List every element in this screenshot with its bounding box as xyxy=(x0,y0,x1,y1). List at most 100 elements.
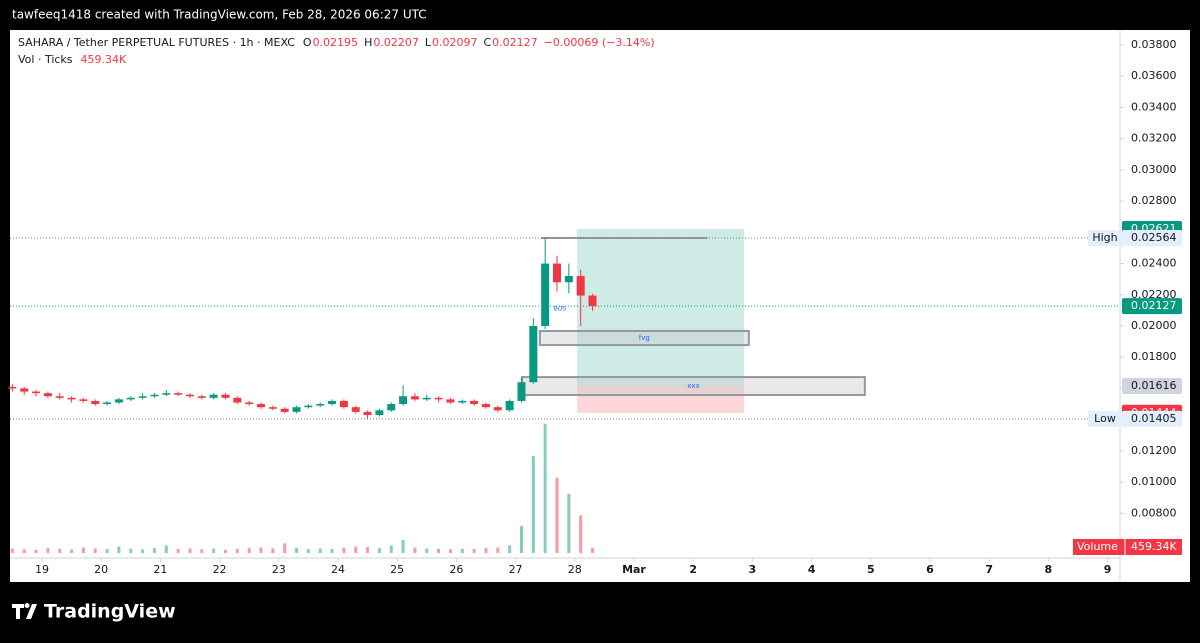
candle-body xyxy=(541,263,550,327)
y-tick-label: 0.03200 xyxy=(1131,132,1177,145)
price-tag xyxy=(1122,229,1182,246)
candle-body xyxy=(481,404,490,408)
volume-legend-label: Vol · Ticks xyxy=(18,53,73,66)
brand-logo: TradingView xyxy=(12,601,176,623)
x-tick-label: Mar xyxy=(622,563,646,576)
price-tag xyxy=(1122,298,1182,315)
candle-body xyxy=(375,410,384,415)
candle-body xyxy=(91,400,100,405)
x-tick-label: 27 xyxy=(509,563,523,576)
candle-body xyxy=(20,388,29,392)
candle-body xyxy=(245,402,254,405)
volume-bar xyxy=(519,526,523,553)
candle-body xyxy=(588,295,597,307)
candle-body xyxy=(43,393,52,397)
y-tick-label: 0.02200 xyxy=(1131,288,1177,301)
x-tick-label: 5 xyxy=(867,563,875,576)
candle-body xyxy=(257,404,266,408)
price-tag-value: 0.01616 xyxy=(1131,379,1177,392)
candle-body xyxy=(138,396,147,398)
candle-body xyxy=(174,393,183,395)
y-tick-label: 0.02400 xyxy=(1131,257,1177,270)
volume-bar xyxy=(212,548,216,553)
volume-tag-label: Volume xyxy=(1077,540,1118,553)
volume-bar xyxy=(330,548,334,553)
volume-bar xyxy=(34,549,38,553)
volume-bar xyxy=(318,548,322,553)
price-tag-value: 0.02564 xyxy=(1131,231,1177,244)
candle-body xyxy=(458,400,467,403)
position-target-zone xyxy=(577,229,745,386)
volume-bar xyxy=(188,548,192,553)
candle-body xyxy=(517,382,526,401)
candle-body xyxy=(351,407,360,412)
candle-body xyxy=(553,263,562,283)
candle-body xyxy=(328,400,337,405)
price-tag-name: High xyxy=(1092,231,1117,244)
candle-body xyxy=(268,407,277,409)
volume-tag-bg xyxy=(1073,539,1182,555)
price-tag xyxy=(1122,410,1182,427)
y-tick-label: 0.01200 xyxy=(1131,444,1177,457)
ohlc-value: 0.02195 xyxy=(313,36,359,49)
y-tick-label: 0.02800 xyxy=(1131,194,1177,207)
candle-body xyxy=(529,326,538,383)
candle-body xyxy=(410,396,419,400)
logo-icon xyxy=(12,603,37,619)
volume-bar xyxy=(283,543,287,553)
candle-body xyxy=(493,407,502,411)
zone-box xyxy=(538,330,750,347)
volume-bar xyxy=(448,549,452,553)
volume-bar xyxy=(200,549,204,553)
x-tick-label: 26 xyxy=(449,563,463,576)
volume-bar xyxy=(105,549,109,553)
volume-bar xyxy=(531,456,535,553)
candle-body xyxy=(446,399,455,403)
price-tag xyxy=(1122,377,1182,394)
volume-bar xyxy=(567,493,571,553)
volume-bar xyxy=(591,548,595,553)
candle-body xyxy=(67,397,76,400)
zone-label: xxx xyxy=(687,382,699,390)
candle-body xyxy=(316,404,325,406)
candle-body xyxy=(162,393,171,395)
x-tick-label: 4 xyxy=(808,563,816,576)
price-tag-value: 0.01405 xyxy=(1131,412,1177,425)
candle-body xyxy=(363,411,372,415)
volume-bar xyxy=(117,546,121,553)
y-tick-label: 0.01800 xyxy=(1131,350,1177,363)
candle-body xyxy=(292,407,301,412)
volume-bar xyxy=(354,546,358,553)
credit: tawfeeq1418 created with TradingView.com… xyxy=(12,8,427,22)
x-tick-label: 7 xyxy=(985,563,993,576)
volume-bar xyxy=(223,549,227,553)
candle-body xyxy=(564,276,573,283)
ohlc-label: C xyxy=(483,36,491,49)
candle-body xyxy=(79,399,88,401)
candle-body xyxy=(55,396,64,398)
candle-body xyxy=(150,394,159,397)
candle-body xyxy=(185,394,194,397)
ohlc-value: 0.02097 xyxy=(432,36,478,49)
candle-body xyxy=(103,402,112,405)
y-tick-label: 0.03400 xyxy=(1131,100,1177,113)
volume-bar xyxy=(579,515,583,553)
volume-bar xyxy=(496,547,500,553)
x-tick-label: 25 xyxy=(390,563,404,576)
price-tag-name: Low xyxy=(1094,412,1116,425)
y-tick-label: 0.02000 xyxy=(1131,319,1177,332)
position-stop-zone xyxy=(577,385,745,413)
candle-body xyxy=(399,396,408,405)
candle-body xyxy=(576,276,585,296)
candle-body xyxy=(470,400,479,405)
bos-label: BOS xyxy=(554,305,567,312)
volume-bar xyxy=(377,548,381,553)
price-tag-name-bg xyxy=(1088,410,1122,427)
y-tick-label: 0.03000 xyxy=(1131,163,1177,176)
volume-bar xyxy=(10,548,14,553)
candle-body xyxy=(280,408,289,412)
ohlc-value: 0.02127 xyxy=(492,36,538,49)
candle-body xyxy=(304,405,313,408)
volume-bar xyxy=(342,547,346,553)
